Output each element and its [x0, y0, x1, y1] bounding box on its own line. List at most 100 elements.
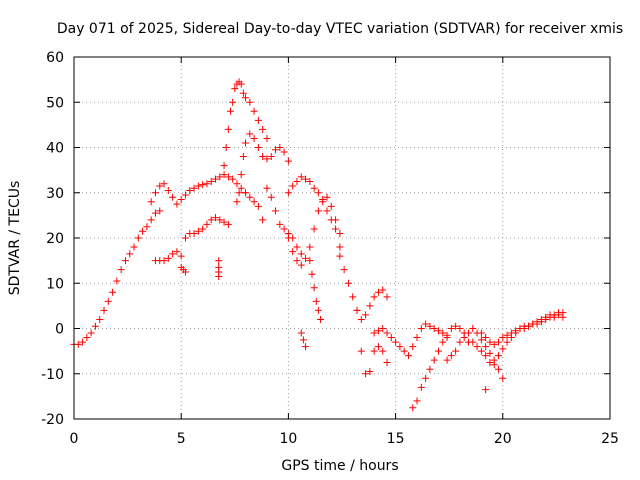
data-point [306, 177, 314, 185]
x-tick-label: 20 [494, 431, 512, 447]
data-point [79, 338, 87, 346]
x-tick-label: 25 [601, 431, 619, 447]
x-axis-label: GPS time / hours [281, 458, 398, 474]
series-track-g [233, 130, 292, 206]
data-point [503, 331, 511, 339]
data-point [312, 297, 320, 305]
data-point [297, 173, 305, 181]
data-point [499, 334, 507, 342]
data-point [486, 338, 494, 346]
data-point [143, 223, 151, 231]
data-point [272, 146, 280, 154]
data-point [151, 189, 159, 197]
data-point [452, 322, 460, 330]
data-point [207, 216, 215, 224]
data-point [297, 250, 305, 258]
data-point [477, 336, 485, 344]
series-track-d [177, 263, 189, 276]
y-tick-label: 40 [46, 141, 64, 157]
data-point [302, 254, 310, 262]
data-point [482, 343, 490, 351]
data-point [383, 293, 391, 301]
axis-ticks [73, 56, 611, 420]
y-tick-label: -10 [41, 367, 64, 383]
data-point [314, 189, 322, 197]
data-point [96, 315, 104, 323]
data-point [235, 189, 243, 197]
data-point [199, 181, 207, 189]
data-points [70, 78, 567, 412]
data-point [336, 252, 344, 260]
data-point [482, 386, 490, 394]
data-point [263, 184, 271, 192]
data-point [284, 229, 292, 237]
data-point [374, 288, 382, 296]
data-point [74, 340, 82, 348]
data-point [293, 177, 301, 185]
data-point [362, 311, 370, 319]
series-track-e [215, 257, 223, 280]
data-point [83, 334, 91, 342]
data-point [293, 243, 301, 251]
data-point [186, 186, 194, 194]
data-point [482, 334, 490, 342]
data-point [323, 207, 331, 215]
data-point [550, 313, 558, 321]
data-point [169, 193, 177, 201]
data-point [109, 288, 117, 296]
data-point [194, 182, 202, 190]
data-point [181, 234, 189, 242]
y-tick-label: 0 [55, 322, 64, 338]
data-point [173, 200, 181, 208]
x-tick-label: 10 [279, 431, 297, 447]
x-tick-label: 0 [70, 431, 79, 447]
data-point [284, 157, 292, 165]
data-point [267, 193, 275, 201]
data-point [289, 234, 297, 242]
series-track-p [409, 322, 472, 412]
series-track-f [220, 78, 271, 170]
data-point [113, 277, 121, 285]
data-point [246, 130, 254, 138]
data-point [490, 361, 498, 369]
data-point [267, 153, 275, 161]
data-point [447, 325, 455, 332]
data-point [246, 98, 254, 106]
data-point [237, 80, 245, 88]
data-point [224, 220, 232, 228]
data-point [317, 315, 325, 323]
data-point [250, 107, 258, 115]
data-point [194, 227, 202, 235]
data-point [91, 322, 99, 330]
data-point [409, 404, 417, 412]
y-tick-label: 10 [46, 276, 64, 292]
data-point [314, 207, 322, 215]
data-point [409, 343, 417, 351]
data-point [181, 191, 189, 199]
data-point [254, 144, 262, 151]
data-point [229, 98, 237, 106]
data-point [308, 270, 316, 278]
data-point [379, 286, 387, 294]
y-tick-label: 50 [46, 95, 64, 111]
data-point [190, 229, 198, 237]
data-point [443, 331, 451, 339]
data-point [233, 180, 241, 188]
data-point [507, 329, 515, 337]
data-point [434, 347, 442, 355]
data-point [224, 125, 232, 133]
data-point [319, 196, 327, 204]
data-point [242, 139, 250, 147]
data-point [366, 302, 374, 310]
data-point [280, 148, 288, 156]
data-point [417, 383, 425, 391]
data-point [164, 254, 172, 262]
data-point [464, 329, 472, 337]
data-point [447, 352, 455, 360]
data-point [173, 248, 181, 256]
data-point [169, 250, 177, 258]
data-point [357, 347, 365, 355]
data-point [117, 266, 125, 274]
data-point [452, 347, 460, 355]
data-point [413, 334, 421, 342]
